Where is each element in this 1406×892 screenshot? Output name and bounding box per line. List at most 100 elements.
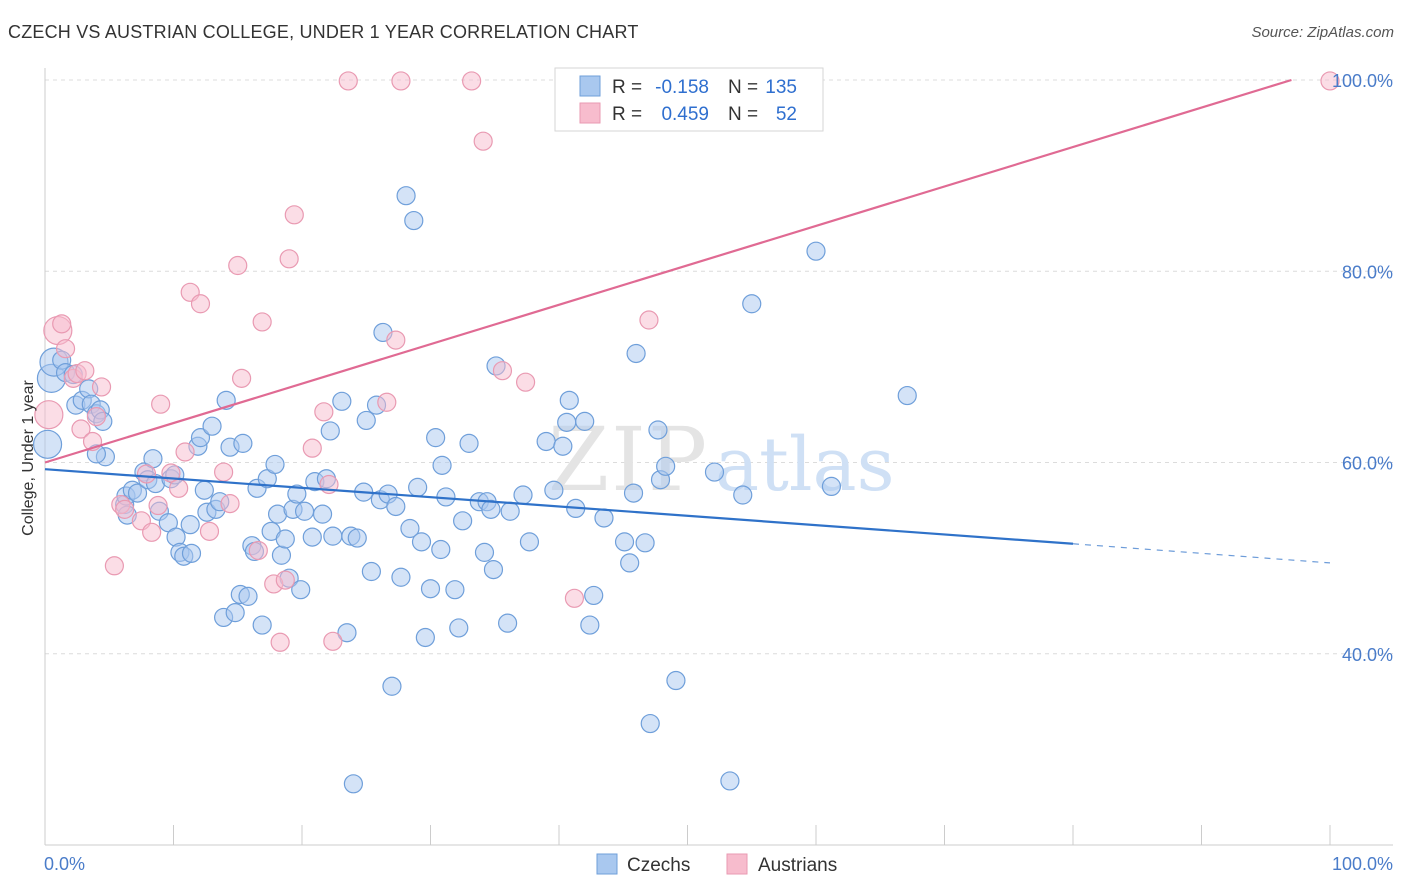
czech-point (431, 539, 451, 560)
chart-source: Source: ZipAtlas.com (1251, 24, 1394, 41)
legend-r-value-czech: -0.158 (655, 77, 709, 98)
y-tick-label: 80.0% (1342, 262, 1393, 282)
austrian-point (252, 312, 272, 332)
czech-point (411, 532, 432, 552)
austrian-point (284, 205, 304, 225)
czech-point (337, 623, 357, 643)
correlation-legend: R = -0.158 N = 135 R = 0.459 N = 52 (554, 67, 824, 132)
czech-point (386, 496, 406, 517)
austrian-trend-line (44, 78, 1292, 464)
czech-point (404, 210, 424, 231)
czech-trend-line (44, 468, 1074, 545)
austrian-point (86, 407, 107, 427)
czech-point (623, 483, 644, 503)
austrian-point (148, 495, 168, 516)
austrian-point (75, 361, 95, 381)
series-legend-swatch-czechs (596, 853, 618, 875)
austrian-point (136, 464, 157, 484)
austrian-point (71, 419, 91, 439)
czech-point (498, 613, 518, 633)
austrian-point (91, 377, 112, 397)
austrian-point (270, 632, 290, 652)
austrian-point (220, 494, 240, 514)
austrian-point (515, 372, 536, 392)
czech-point (519, 532, 540, 552)
y-tick-label: 100.0% (1332, 71, 1393, 91)
czech-point (474, 542, 495, 562)
austrian-point (248, 540, 268, 561)
czech-point (626, 343, 646, 364)
legend-swatch-austrian (579, 102, 601, 124)
y-tick-label: 60.0% (1342, 454, 1393, 474)
czech-trend-line-extension (1072, 543, 1331, 564)
austrian-point (214, 462, 234, 482)
legend-swatch-czech (579, 75, 601, 97)
czech-point (238, 586, 258, 606)
austrian-point (199, 521, 220, 541)
czech-point (32, 429, 63, 459)
czech-point (620, 553, 640, 573)
czech-point (190, 428, 211, 448)
austrian-point (52, 314, 72, 334)
czech-point (704, 462, 725, 482)
austrian-point (190, 294, 211, 314)
czech-point (396, 186, 416, 206)
czech-point (265, 454, 285, 475)
series-legend-label-austrians: Austrians (758, 855, 837, 876)
austrian-point (314, 402, 334, 422)
austrian-point (55, 339, 76, 359)
czech-point (806, 241, 826, 261)
austrian-point (492, 361, 513, 381)
legend-n-label-czech: N = (728, 77, 758, 98)
austrian-point (104, 556, 124, 576)
austrian-point (473, 131, 493, 151)
czech-point (483, 559, 504, 580)
czech-point (275, 529, 295, 549)
czech-point (453, 511, 473, 531)
czech-point (553, 436, 573, 456)
czech-point (415, 627, 435, 648)
czech-point (391, 567, 411, 587)
czech-point (194, 480, 214, 500)
czech-point (356, 410, 376, 431)
czech-point (666, 670, 686, 691)
czech-point (432, 455, 452, 475)
czech-point (225, 603, 245, 623)
czech-point (408, 477, 428, 497)
austrian-point (338, 71, 358, 91)
czech-point (320, 421, 340, 441)
czech-point (181, 543, 202, 563)
czech-points (32, 186, 917, 794)
austrian-point (391, 71, 411, 91)
czech-point (584, 585, 604, 606)
legend-n-value-czech: 135 (765, 77, 797, 98)
czech-point (594, 508, 614, 528)
watermark: ZIP atlas (548, 408, 895, 511)
y-axis-title: College, Under 1 year (20, 380, 37, 536)
austrian-point (386, 330, 406, 350)
austrian-point (142, 522, 162, 542)
czech-point (291, 580, 311, 600)
czech-point (500, 501, 520, 521)
czech-point (635, 533, 655, 553)
austrian-point (564, 588, 585, 608)
czech-point (202, 416, 222, 436)
czech-point (897, 385, 917, 406)
austrian-point (279, 249, 299, 269)
austrian-point (639, 310, 659, 330)
series-legend: Czechs Austrians (596, 853, 837, 876)
czech-point (420, 579, 441, 599)
czech-point (343, 774, 363, 794)
austrian-point (323, 631, 343, 651)
czech-point (445, 580, 465, 600)
austrian-point (302, 438, 322, 458)
czech-point (347, 528, 367, 548)
austrian-point (1320, 71, 1340, 91)
czech-point (821, 476, 842, 497)
czech-point (733, 485, 753, 505)
czech-point (323, 526, 343, 546)
czech-point (287, 484, 307, 504)
legend-r-label-austrian: R = (612, 104, 642, 125)
y-tick-labels: 40.0% 60.0% 80.0% 100.0% (1332, 71, 1393, 665)
